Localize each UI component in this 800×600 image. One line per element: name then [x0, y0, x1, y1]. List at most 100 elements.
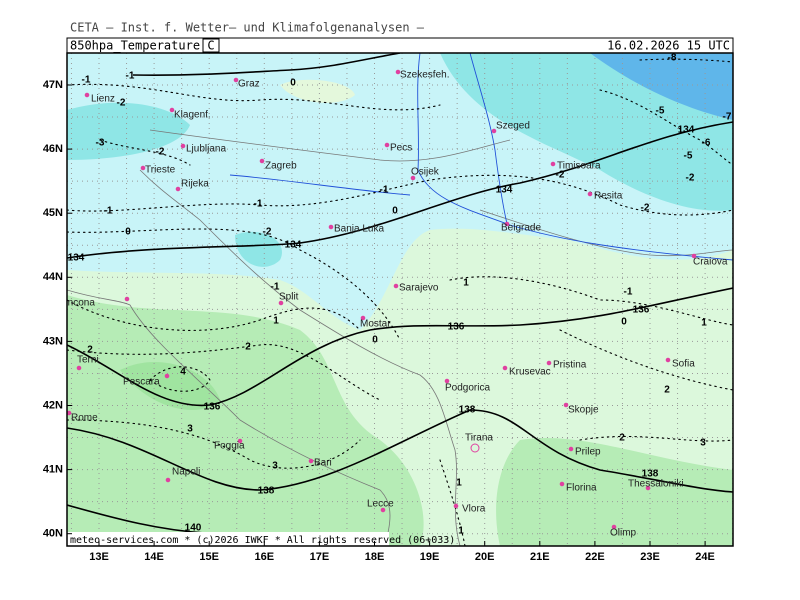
city-name: Ancona [61, 298, 95, 309]
height-label: 134 [285, 240, 302, 251]
city-name: Szekesfeh. [400, 70, 449, 81]
city-marker [380, 507, 386, 513]
temperature-label: 4 [180, 367, 186, 378]
temperature-label: 1 [458, 526, 464, 537]
height-contour [67, 504, 206, 534]
temperature-label: 2 [245, 342, 251, 353]
temperature-label: -5 [656, 106, 665, 117]
city-marker [502, 365, 508, 371]
lon-label: 21E [530, 551, 550, 563]
temperature-label: -6 [702, 138, 711, 149]
coast-east-adriatic [139, 169, 461, 546]
warm-area-east [496, 437, 733, 546]
city-marker [504, 221, 510, 227]
unit: C [207, 39, 214, 53]
city-marker [470, 443, 480, 453]
city-name: Vlora [462, 504, 486, 515]
temperature-label: 3 [272, 461, 278, 472]
height-contour [132, 53, 401, 76]
footer: meteo-services.com * (c)2026 IWKF * All … [70, 535, 455, 546]
valid-time: 16.02.2026 15 UTC [607, 39, 730, 53]
height-label: 134 [68, 253, 85, 264]
header-title: CETA – Inst. f. Wetter– und Klimafolgena… [70, 21, 425, 35]
city-name: Terni [77, 355, 99, 366]
city-marker [360, 315, 366, 321]
city-name: Napoli [172, 467, 200, 478]
city-marker [665, 357, 671, 363]
isoline [639, 58, 733, 63]
lat-label: 44N [43, 271, 63, 283]
city-marker [559, 481, 565, 487]
river-tisza [469, 53, 508, 225]
lon-label: 16E [255, 551, 275, 563]
city-name: Klagenf. [174, 110, 211, 121]
city-name: Podgorica [445, 383, 490, 394]
temperature-label: 0 [372, 335, 378, 346]
city-marker [164, 373, 170, 379]
temperature-label: -1 [104, 206, 113, 217]
height-label: 136 [204, 402, 221, 413]
city-marker [645, 485, 651, 491]
temperature-label: -2 [117, 98, 126, 109]
city-name: Pristina [553, 360, 587, 371]
city-marker [165, 477, 171, 483]
river-danube [417, 53, 733, 261]
city-marker [563, 402, 569, 408]
temperature-label: -2 [156, 147, 165, 158]
city-marker [233, 77, 239, 83]
temperature-label: 3 [700, 438, 706, 449]
isoline [67, 299, 361, 331]
city-name: Bari [314, 458, 332, 469]
temperature-label: -2 [641, 203, 650, 214]
city-name: Prilep [575, 447, 601, 458]
city-name: Sofia [672, 359, 695, 370]
lon-label: 15E [199, 551, 219, 563]
temperature-label: -1 [380, 185, 389, 196]
city-marker [395, 69, 401, 75]
city-marker [140, 165, 146, 171]
city-marker [453, 503, 459, 509]
temperature-label: 0 [290, 78, 296, 89]
isoline [149, 366, 211, 392]
city-marker [328, 224, 334, 230]
city-name: Krusevac [509, 367, 551, 378]
city-marker [175, 186, 181, 192]
cold-core-bosnia [235, 231, 282, 267]
city-name: Sarajevo [399, 283, 439, 294]
temperature-label: 0 [392, 206, 398, 217]
height-contours [67, 53, 733, 534]
city-name: Timisoara [557, 161, 601, 172]
city-name: Osijek [411, 167, 440, 178]
city-marker [587, 191, 593, 197]
city-marker [546, 360, 552, 366]
isoline [67, 174, 733, 216]
lat-label: 42N [43, 399, 63, 411]
city-marker [444, 378, 450, 384]
temperature-label: 2 [664, 385, 670, 396]
lat-label: 47N [43, 79, 63, 91]
city-name: Lecce [367, 499, 394, 510]
city-name: Trieste [145, 165, 176, 176]
city-name: Mostar [360, 319, 391, 330]
lon-label: 13E [89, 551, 109, 563]
temperature-label: -1 [126, 71, 135, 82]
temperature-label: -2 [556, 170, 565, 181]
city-name: Pecs [390, 143, 412, 154]
city-marker [393, 283, 399, 289]
map-area: Graz Szekesfeh. Lienz Klagenf. Szeged Ljublja… [61, 53, 733, 546]
coast-italy [67, 289, 391, 546]
height-label: 138 [459, 405, 476, 416]
height-label: 136 [633, 305, 650, 316]
city-marker [384, 142, 390, 148]
temperature-label: 0 [621, 317, 627, 328]
temperature-label: 3 [187, 424, 193, 435]
temperature-label: -3 [96, 138, 105, 149]
map-frame [66, 52, 734, 547]
city-name: Ljubljana [186, 144, 226, 155]
lon-label: 17E [310, 551, 330, 563]
temperature-label: 1 [701, 318, 707, 329]
coastlines [67, 129, 733, 546]
lon-label: 14E [144, 551, 164, 563]
city-name: Zagreb [265, 161, 297, 172]
temperature-label: 2 [87, 345, 93, 356]
